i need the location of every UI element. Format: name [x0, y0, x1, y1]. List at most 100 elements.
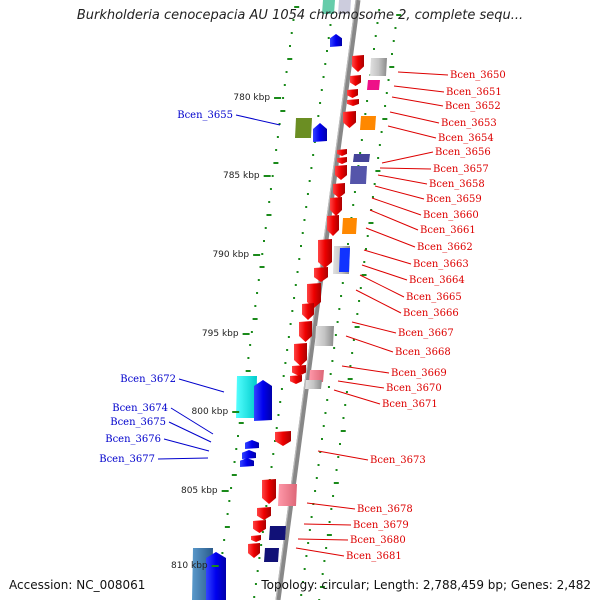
tick-mark [359, 152, 362, 154]
tick-mark [283, 84, 286, 86]
label-leader [363, 249, 412, 265]
tick-mark [354, 326, 360, 328]
tick-mark [287, 58, 293, 60]
label-leader [170, 407, 214, 435]
gene-label-forward: Bcen_3675 [110, 417, 166, 428]
tick-mark [260, 544, 263, 546]
tick-mark [280, 110, 286, 112]
tick-mark [286, 349, 289, 351]
tick-mark [298, 258, 301, 260]
tick-mark [340, 430, 346, 432]
label-leader [393, 85, 445, 93]
tick-mark [254, 583, 257, 585]
tick-mark [351, 352, 354, 354]
label-leader [341, 365, 390, 374]
tick-mark [305, 206, 308, 208]
tick-mark [278, 123, 281, 125]
tick-mark [378, 144, 381, 146]
gene-reverse [330, 197, 342, 216]
label-leader [359, 274, 405, 298]
tick-mark [253, 596, 256, 598]
tick-mark [292, 19, 295, 21]
gene-reverse [253, 520, 266, 533]
tick-mark [312, 154, 315, 156]
tick-mark [269, 188, 272, 190]
tick-mark [289, 323, 292, 325]
gene-reverse [335, 165, 347, 180]
tick-mark [259, 266, 265, 268]
gene-reverse [251, 535, 261, 542]
gene-label-reverse: Bcen_3662 [417, 242, 473, 253]
label-leader [355, 289, 402, 314]
tick-mark [256, 570, 259, 572]
tick-mark [360, 139, 363, 141]
tick-mark [290, 32, 293, 34]
tick-mark [384, 105, 387, 107]
gene-reverse [337, 149, 347, 156]
label-leader [157, 457, 209, 460]
tick-mark [284, 362, 287, 364]
tick-mark [308, 529, 311, 531]
tick-mark [326, 50, 328, 52]
label-leader [297, 538, 349, 541]
gene-forward [206, 552, 226, 600]
gene-label-reverse: Bcen_3651 [446, 87, 502, 98]
gene-label-forward: Bcen_3674 [112, 403, 168, 414]
tick-mark [353, 191, 356, 193]
tick-mark [321, 573, 324, 575]
tick-mark [230, 487, 233, 489]
tick-mark [258, 557, 261, 559]
gene-partial [338, 0, 351, 14]
tick-mark [335, 469, 338, 471]
tick-mark [276, 136, 279, 138]
tick-mark [303, 219, 306, 221]
tick-mark [254, 305, 257, 307]
gene-label-reverse: Bcen_3656 [435, 147, 491, 158]
tick-mark [317, 115, 320, 117]
gene-reverse [347, 89, 358, 98]
gene-reverse [257, 507, 271, 520]
kbp-tick [263, 175, 271, 177]
gene-label-forward: Bcen_3672 [120, 374, 176, 385]
label-leader [379, 167, 432, 170]
label-leader [317, 450, 369, 461]
tick-mark [315, 477, 318, 479]
tick-mark [366, 100, 369, 102]
gene-forward [295, 118, 312, 138]
gene-label-reverse: Bcen_3653 [441, 118, 497, 129]
label-leader [333, 389, 381, 405]
gene-label-reverse: Bcen_3657 [433, 164, 489, 175]
tick-mark [332, 495, 335, 497]
gene-reverse [350, 166, 367, 184]
gene-label-reverse: Bcen_3652 [445, 101, 501, 112]
tick-mark [331, 360, 334, 362]
gene-forward [245, 440, 259, 449]
tick-mark [272, 453, 275, 455]
tick-mark [378, 9, 381, 11]
gene-reverse [353, 154, 370, 162]
tick-mark [333, 347, 336, 349]
tick-mark [340, 295, 343, 297]
tick-mark [273, 162, 279, 164]
tick-mark [250, 331, 253, 333]
tick-mark [252, 318, 258, 320]
tick-mark [319, 586, 325, 588]
tick-mark [271, 175, 274, 177]
gene-forward [236, 376, 257, 418]
gene-reverse [342, 218, 357, 234]
gene-label-reverse: Bcen_3670 [386, 383, 442, 394]
gene-reverse [343, 111, 356, 128]
tick-mark [321, 438, 323, 440]
tick-mark [329, 373, 332, 375]
tick-mark [364, 113, 367, 115]
gene-reverse [352, 55, 364, 72]
gene-label-reverse: Bcen_3671 [382, 399, 438, 410]
label-leader [351, 321, 397, 334]
tick-mark [270, 466, 273, 468]
tick-mark [294, 6, 300, 8]
kbp-label: 795 kbp [202, 329, 239, 339]
kbp-label: 810 kbp [171, 561, 208, 571]
tick-mark [282, 97, 285, 99]
tick-mark [356, 313, 359, 315]
